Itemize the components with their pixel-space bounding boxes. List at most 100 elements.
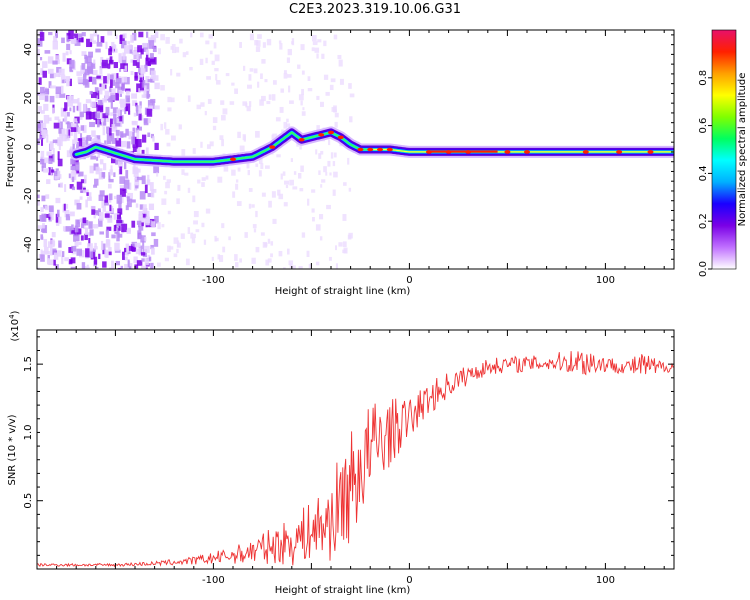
noise-speckle bbox=[289, 179, 294, 186]
noise-speckle bbox=[100, 240, 104, 250]
noise-speckle bbox=[247, 84, 252, 89]
noise-speckle bbox=[102, 98, 107, 103]
colorbar-tick-label: 0.2 bbox=[698, 213, 709, 229]
spectrogram-area bbox=[37, 30, 674, 269]
noise-speckle bbox=[95, 266, 99, 269]
noise-speckle bbox=[73, 131, 78, 140]
noise-speckle bbox=[109, 204, 112, 212]
noise-speckle bbox=[98, 218, 103, 227]
noise-speckle bbox=[52, 60, 58, 65]
noise-speckle bbox=[120, 140, 127, 148]
noise-speckle bbox=[234, 88, 239, 94]
noise-speckle bbox=[105, 106, 110, 116]
noise-speckle bbox=[111, 41, 115, 48]
noise-speckle bbox=[311, 189, 316, 193]
noise-speckle bbox=[116, 73, 119, 80]
noise-speckle bbox=[59, 132, 63, 139]
noise-speckle bbox=[66, 150, 72, 158]
noise-speckle bbox=[329, 84, 334, 91]
noise-speckle bbox=[271, 94, 276, 101]
noise-speckle bbox=[90, 155, 97, 160]
noise-speckle bbox=[114, 249, 121, 253]
ridge-hotspot bbox=[328, 130, 334, 135]
noise-speckle bbox=[76, 181, 83, 190]
noise-speckle bbox=[62, 79, 65, 84]
noise-speckle bbox=[297, 172, 302, 179]
noise-speckle bbox=[71, 158, 74, 164]
noise-speckle bbox=[138, 31, 144, 38]
noise-speckle bbox=[267, 238, 271, 244]
noise-speckle bbox=[81, 141, 88, 147]
noise-speckle bbox=[76, 71, 83, 76]
noise-speckle bbox=[100, 56, 104, 65]
noise-speckle bbox=[125, 103, 131, 112]
noise-speckle bbox=[75, 120, 79, 126]
noise-speckle bbox=[37, 199, 40, 206]
noise-speckle bbox=[126, 196, 130, 202]
noise-speckle bbox=[243, 65, 246, 71]
noise-speckle bbox=[86, 135, 91, 141]
noise-speckle bbox=[135, 203, 139, 208]
noise-speckle bbox=[148, 37, 154, 41]
noise-speckle bbox=[55, 92, 60, 99]
noise-speckle bbox=[93, 184, 98, 188]
noise-speckle bbox=[135, 248, 141, 255]
noise-speckle bbox=[116, 219, 123, 224]
noise-speckle bbox=[102, 261, 107, 268]
noise-speckle bbox=[337, 54, 342, 60]
noise-speckle bbox=[66, 58, 72, 65]
noise-speckle bbox=[282, 171, 286, 176]
noise-speckle bbox=[42, 225, 48, 234]
noise-speckle bbox=[147, 79, 153, 83]
noise-speckle bbox=[122, 268, 128, 269]
noise-speckle bbox=[316, 95, 320, 100]
noise-speckle bbox=[95, 95, 98, 102]
noise-speckle bbox=[178, 124, 182, 130]
noise-speckle bbox=[140, 235, 146, 243]
snr-panel: -100 0 100 Height of straight line (km) 0.5 1… bbox=[7, 310, 675, 596]
noise-speckle bbox=[110, 88, 116, 97]
plot-frame bbox=[36, 329, 675, 570]
noise-speckle bbox=[120, 265, 123, 269]
noise-speckle bbox=[133, 112, 137, 117]
noise-speckle bbox=[138, 211, 145, 216]
ridge-hotspot bbox=[337, 135, 344, 140]
noise-speckle bbox=[308, 263, 312, 269]
noise-speckle bbox=[47, 241, 53, 248]
noise-speckle bbox=[62, 251, 65, 257]
noise-speckle bbox=[58, 142, 61, 150]
noise-speckle bbox=[342, 214, 347, 221]
noise-speckle bbox=[45, 194, 50, 199]
noise-speckle bbox=[103, 122, 107, 126]
noise-speckle bbox=[64, 257, 70, 262]
noise-speckle bbox=[69, 184, 74, 189]
noise-speckle bbox=[128, 182, 132, 190]
noise-speckle bbox=[42, 223, 45, 229]
noise-speckle bbox=[89, 165, 94, 174]
noise-speckle bbox=[144, 237, 147, 242]
ridge-hotspot bbox=[367, 147, 374, 152]
noise-speckle bbox=[142, 213, 146, 218]
noise-speckle bbox=[104, 90, 110, 100]
noise-speckle bbox=[47, 117, 52, 122]
noise-speckle bbox=[48, 155, 53, 161]
noise-speckle bbox=[44, 95, 49, 102]
noise-speckle bbox=[186, 51, 189, 55]
noise-speckle bbox=[300, 165, 304, 172]
colorbar-tick-label: 0.0 bbox=[698, 261, 709, 277]
noise-speckle bbox=[222, 108, 228, 115]
noise-speckle bbox=[221, 139, 224, 147]
noise-speckle bbox=[41, 195, 46, 202]
noise-speckle bbox=[57, 170, 61, 178]
noise-speckle bbox=[118, 108, 125, 112]
noise-speckle bbox=[77, 127, 81, 134]
noise-speckle bbox=[111, 260, 114, 269]
y-tick-label: -20 bbox=[23, 188, 34, 204]
noise-speckle bbox=[127, 97, 130, 103]
noise-speckle bbox=[113, 224, 117, 232]
noise-speckle bbox=[206, 144, 211, 149]
noise-speckle bbox=[79, 111, 85, 118]
noise-speckle bbox=[108, 86, 112, 93]
noise-speckle bbox=[98, 212, 104, 221]
noise-speckle bbox=[252, 224, 257, 229]
